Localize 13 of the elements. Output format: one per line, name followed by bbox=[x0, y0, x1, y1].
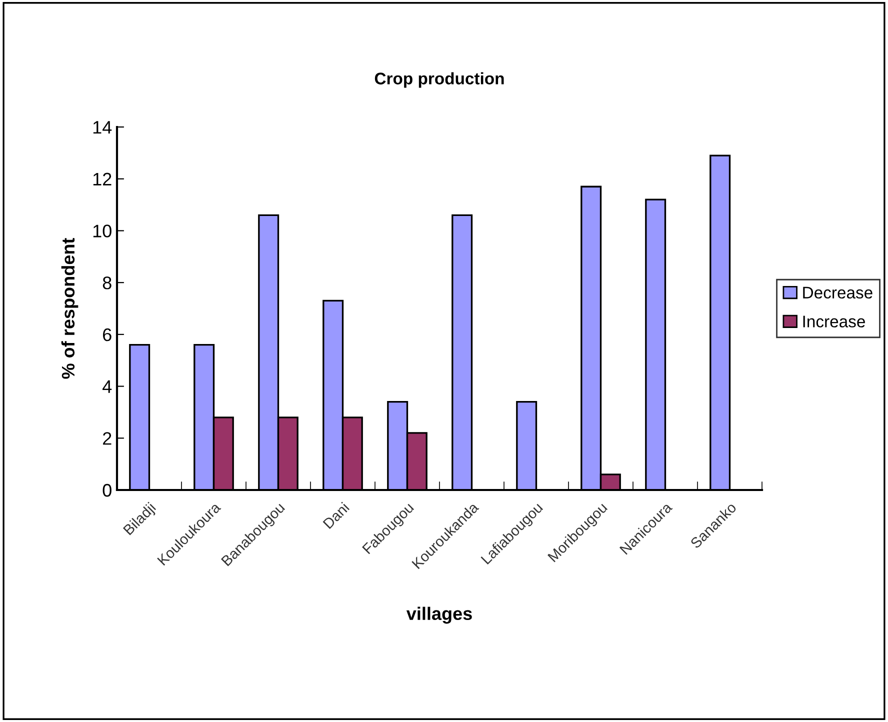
y-axis-title: % of respondent bbox=[61, 238, 78, 379]
y-tick-label: 0 bbox=[102, 484, 112, 497]
y-tick-label: 14 bbox=[93, 121, 112, 134]
y-tick-label: 12 bbox=[93, 172, 112, 186]
legend-label: Decrease bbox=[803, 286, 872, 299]
y-tick-label: 4 bbox=[102, 380, 112, 393]
chart-title: Crop production bbox=[374, 72, 504, 88]
y-tick-label: 2 bbox=[103, 432, 112, 445]
legend-label: Increase bbox=[803, 316, 865, 328]
y-tick-label: 6 bbox=[103, 328, 112, 342]
y-tick-label: 8 bbox=[102, 276, 112, 290]
x-axis-title: villages bbox=[406, 606, 472, 624]
y-tick-label: 10 bbox=[93, 224, 112, 238]
